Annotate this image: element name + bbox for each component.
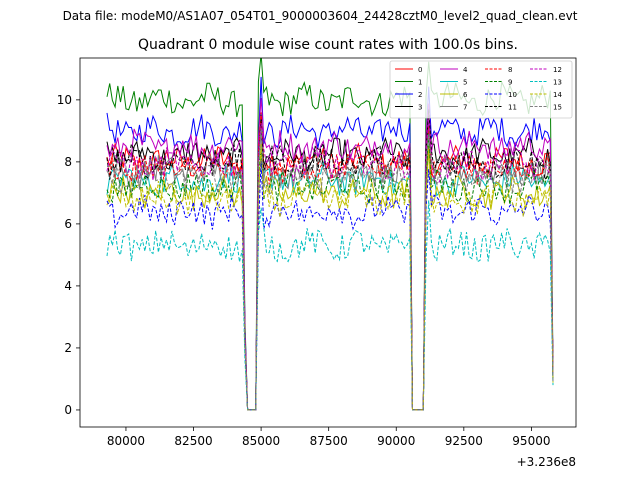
axes-frame <box>79 57 577 428</box>
chart-suptitle: Data file: modeM0/AS1A07_054T01_90000036… <box>63 9 578 23</box>
y-tick-label: 6 <box>64 217 72 231</box>
series-line-8 <box>106 112 554 411</box>
x-offset-label: +3.236e8 <box>517 455 576 469</box>
series-group <box>106 58 554 411</box>
series-line-12 <box>106 119 554 411</box>
x-tick-label: 80000 <box>107 434 145 448</box>
legend-label-10: 10 <box>508 91 517 99</box>
y-tick-label: 10 <box>57 93 72 107</box>
legend-label-9: 9 <box>508 79 512 87</box>
series-line-15 <box>106 128 554 411</box>
legend-label-11: 11 <box>508 104 517 112</box>
x-tick-label: 90000 <box>377 434 415 448</box>
x-tick-label: 85000 <box>242 434 280 448</box>
legend-label-13: 13 <box>553 79 562 87</box>
legend-label-3: 3 <box>418 104 422 112</box>
series-line-14 <box>106 143 554 411</box>
legend-box <box>389 60 573 119</box>
series-line-4 <box>106 97 554 411</box>
y-tick-label: 4 <box>64 279 72 293</box>
legend-label-8: 8 <box>508 66 512 74</box>
y-tick-label: 0 <box>64 403 72 417</box>
legend-label-12: 12 <box>553 66 562 74</box>
legend-label-5: 5 <box>463 79 467 87</box>
series-line-13 <box>106 200 554 411</box>
series-line-10 <box>106 160 554 411</box>
chart-title: Quadrant 0 module wise count rates with … <box>138 37 518 53</box>
plot-area: 80000 82500 85000 87500 90000 92500 95000 0 2 4 6 8… <box>57 57 577 448</box>
x-tick-label: 95000 <box>512 434 550 448</box>
y-tick-label: 8 <box>64 155 72 169</box>
x-tick-label: 87500 <box>310 434 348 448</box>
x-tick-label: 82500 <box>174 434 212 448</box>
legend-label-4: 4 <box>463 66 468 74</box>
legend-label-0: 0 <box>418 66 422 74</box>
y-tick-label: 2 <box>64 341 72 355</box>
legend-label-7: 7 <box>463 104 467 112</box>
x-tick-label: 92500 <box>445 434 483 448</box>
series-line-11 <box>106 109 554 411</box>
legend-label-1: 1 <box>418 79 422 87</box>
legend-label-6: 6 <box>463 91 468 99</box>
legend-label-2: 2 <box>418 91 422 99</box>
legend-label-15: 15 <box>553 104 562 112</box>
legend-label-14: 14 <box>553 91 562 99</box>
series-line-9 <box>106 133 554 411</box>
series-line-2 <box>106 76 554 411</box>
